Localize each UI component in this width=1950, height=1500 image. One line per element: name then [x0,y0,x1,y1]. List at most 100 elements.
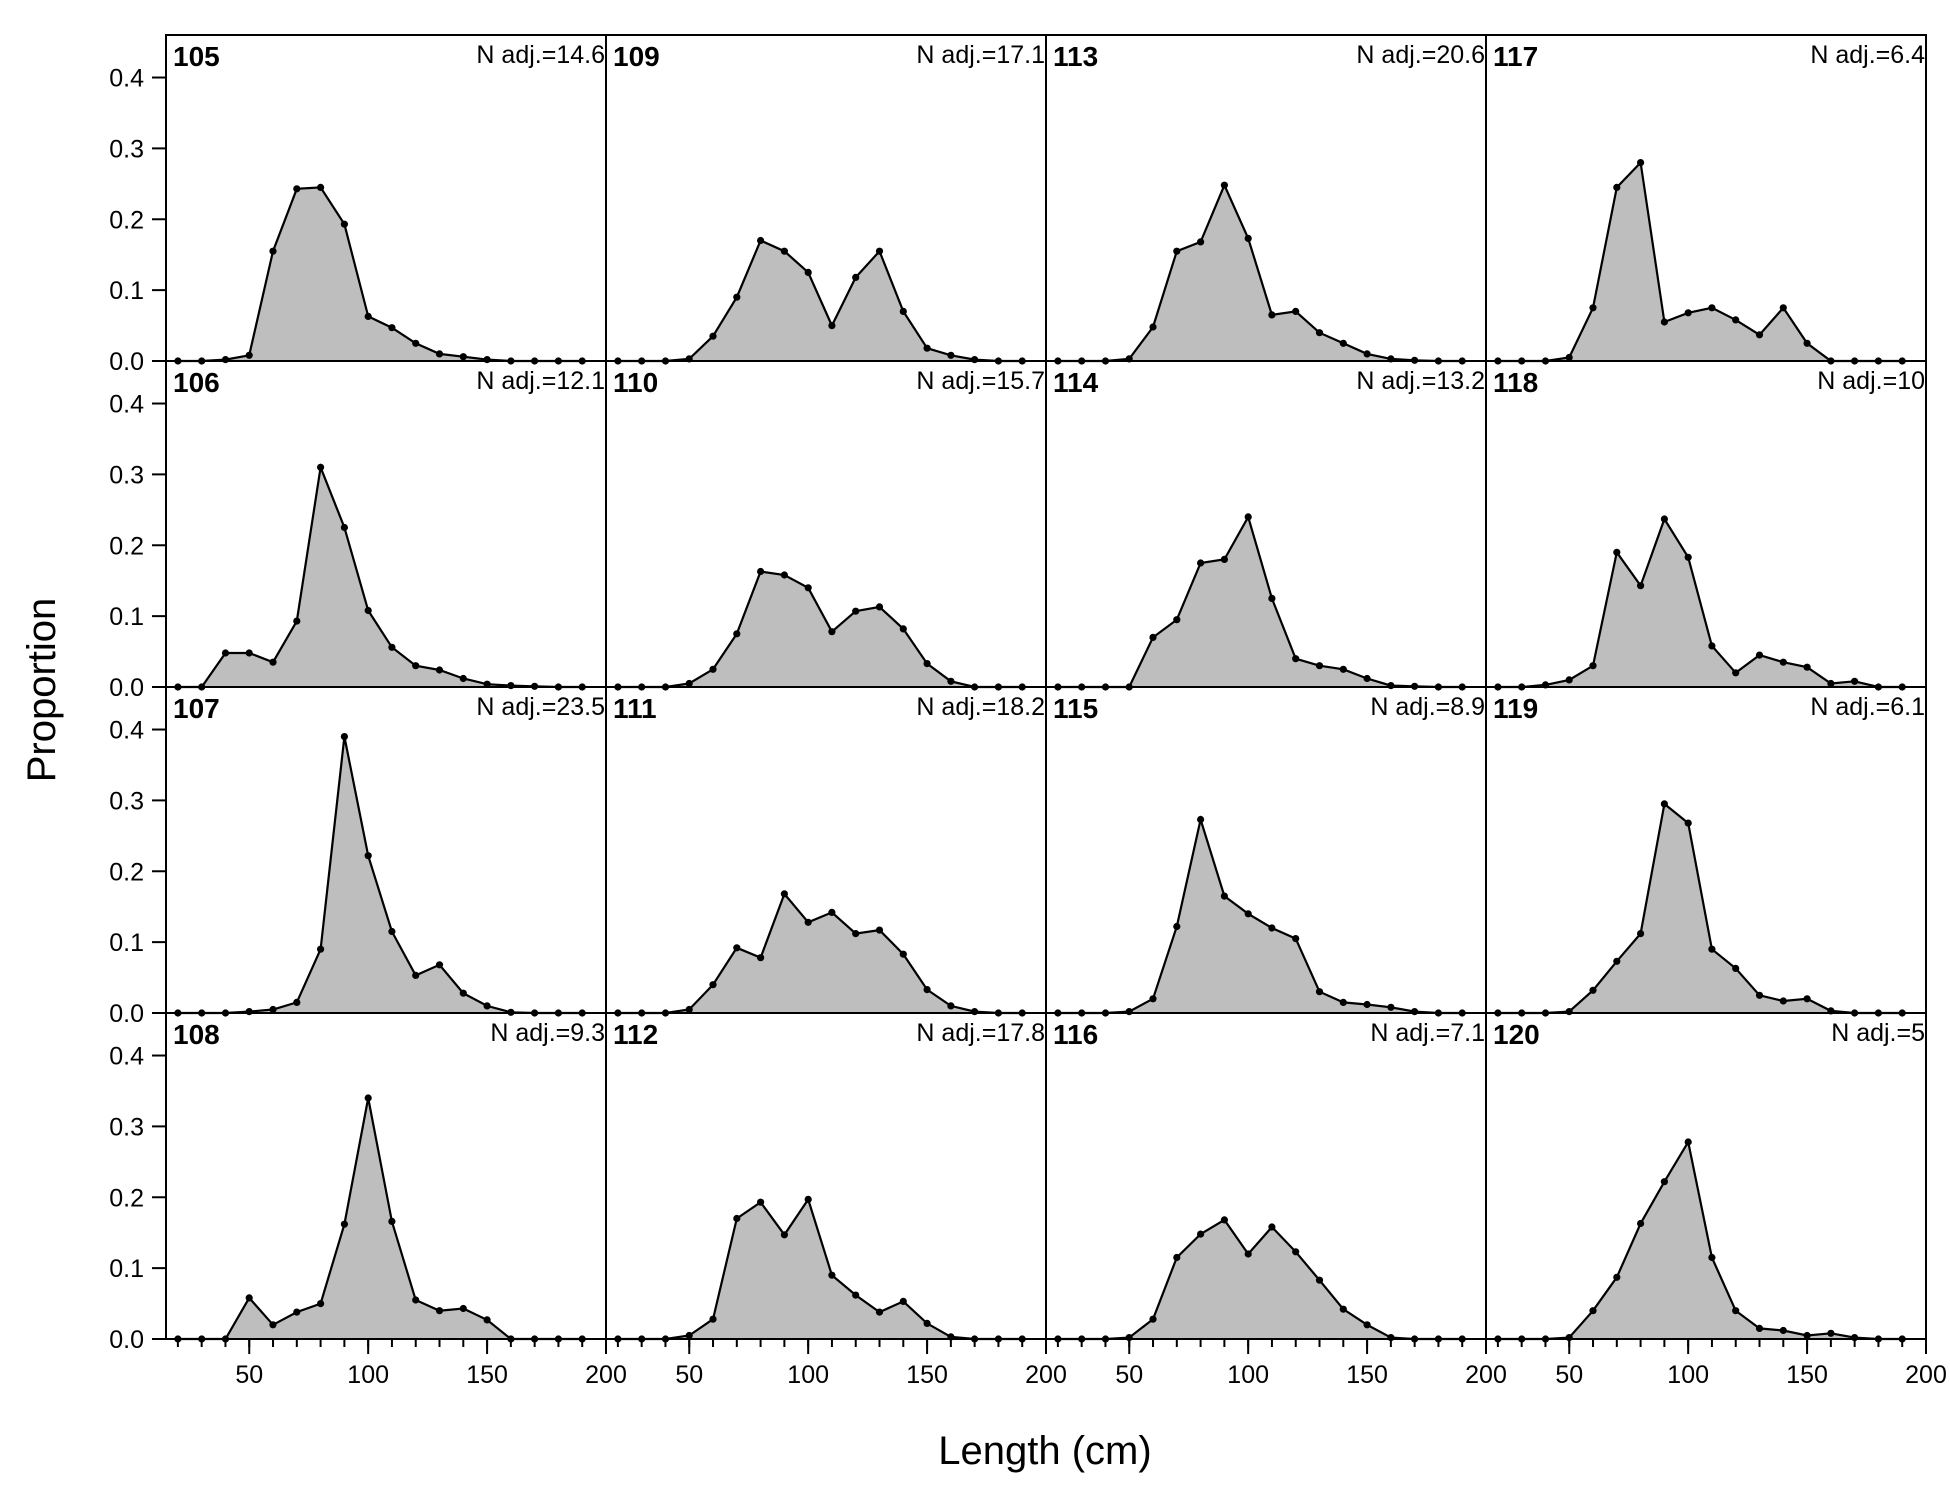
panel-116: 116 N adj.=7.1 [1045,1012,1487,1343]
y-tick-label: 0.4 [109,1043,144,1071]
data-point [1589,662,1597,670]
data-point [1637,159,1645,167]
data-point [364,312,372,320]
area-fill [617,1199,1023,1339]
x-tick-label: 150 [906,1361,948,1389]
data-point [1803,663,1811,671]
data-point [1363,350,1371,358]
data-point [923,1319,931,1327]
data-point [1613,957,1621,965]
y-tick-label: 0.2 [109,532,144,560]
data-point [804,584,812,592]
data-point [435,1307,444,1315]
data-point [757,236,765,245]
data-point [1220,555,1228,564]
panel-label: 117 [1493,41,1538,72]
data-point [1197,1230,1205,1238]
data-point [221,649,230,657]
panel-label: 107 [173,693,220,724]
data-point [412,1296,420,1304]
data-point [852,1291,860,1299]
y-tick-label: 0.2 [109,858,144,886]
data-point [483,1002,491,1010]
panel-117: 117 N adj.=6.4 [1485,34,1927,365]
data-point [1387,682,1395,690]
y-tick-label: 0.4 [109,65,144,93]
series-line [1057,182,1463,363]
area-fill [1057,185,1463,361]
data-point [269,658,277,666]
n-adj-label: N adj.=10 [1817,367,1925,395]
data-point [340,523,348,532]
data-point [1244,513,1252,521]
data-point [1197,559,1205,567]
data-point [1315,988,1324,996]
n-adj-label: N adj.=18.2 [916,693,1045,721]
data-point [1708,304,1716,312]
data-point [733,944,741,952]
data-point [875,926,884,934]
data-point [1220,181,1228,189]
data-point [1755,331,1764,339]
data-point [1589,986,1597,994]
panel-label: 109 [613,41,660,72]
x-tick-label: 150 [1346,1361,1388,1389]
data-point [1220,1216,1228,1224]
series-line [617,239,1023,363]
panel-label: 108 [173,1019,220,1050]
area-fill [1057,1219,1463,1339]
data-point [1684,553,1692,561]
n-adj-label: N adj.=17.8 [916,1019,1045,1047]
data-point [899,625,907,633]
x-tick-label: 100 [787,1361,829,1389]
data-point [852,273,860,281]
x-axis-label: Length (cm) [938,1429,1151,1473]
data-point [1732,1307,1740,1315]
y-tick-label: 0.3 [109,135,144,163]
series-line [177,463,583,689]
panel-110: 110 N adj.=15.7 [605,360,1047,691]
data-point [1660,318,1668,326]
data-point [1803,339,1811,347]
data-point [412,662,420,670]
data-point [1315,662,1324,670]
n-adj-label: N adj.=6.1 [1810,693,1925,721]
area-fill [617,571,1023,687]
n-adj-label: N adj.=6.4 [1810,41,1925,69]
panel-114: 114 N adj.=13.2 [1045,360,1487,691]
data-point [1613,548,1621,556]
data-point [1732,669,1740,677]
data-point [388,643,396,651]
data-point [1637,1219,1645,1228]
data-point [685,1331,693,1340]
data-point [388,927,396,936]
y-axis-group: 0.0 0.1 0.2 0.3 0.4 0.0 0.1 0.2 0.3 0.4 0.0 0.1 0.2 0… [109,65,166,1354]
data-point [317,945,325,953]
data-point [459,674,467,683]
x-tick-label: 200 [1465,1361,1507,1389]
data-point [293,185,301,193]
data-point [709,332,717,340]
data-point [1197,815,1205,824]
data-point [757,954,765,962]
area-fill [1057,819,1463,1013]
panel-frame [1485,1012,1927,1340]
data-point [435,350,444,358]
y-tick-label: 0.4 [109,717,144,745]
data-point [709,981,717,989]
y-tick-label: 0.0 [109,1326,144,1354]
data-point [459,353,467,361]
data-point [1565,676,1573,684]
series-line [1057,1218,1463,1341]
panel-118: 118 N adj.=10 [1485,360,1927,691]
data-point [221,356,230,364]
data-point [804,1195,812,1203]
data-point [1779,997,1787,1005]
data-point [828,1271,836,1279]
data-point [1803,1331,1811,1340]
data-point [1125,1008,1133,1016]
data-point [1339,339,1347,347]
data-point [1827,679,1835,688]
panel-label: 106 [173,367,220,398]
data-point [507,682,515,690]
